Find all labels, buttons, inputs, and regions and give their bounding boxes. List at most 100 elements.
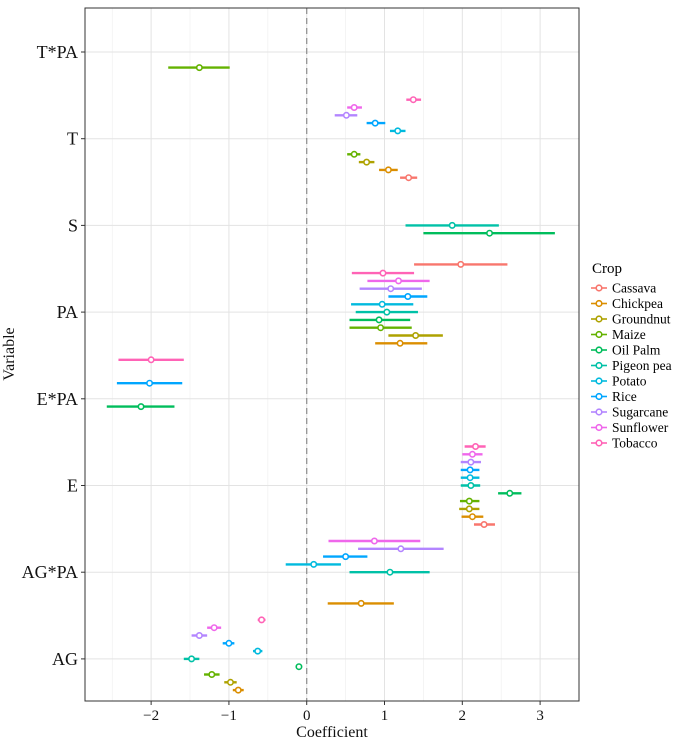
estimate-E-chickpea — [461, 513, 484, 521]
legend-label: Chickpea — [612, 296, 663, 311]
y-tick-label: E*PA — [37, 389, 78, 409]
point-estimate — [383, 308, 391, 316]
point-estimate — [370, 537, 378, 545]
estimate-AG*PA-sugarcane — [358, 545, 444, 553]
point-estimate — [394, 127, 402, 135]
point-estimate — [375, 316, 383, 324]
estimate-PA-oil-palm — [349, 316, 411, 324]
estimate-AG*PA-chickpea — [327, 599, 394, 607]
estimate-E-sunflower — [462, 450, 483, 458]
point-estimate — [147, 356, 155, 364]
point-estimate — [350, 104, 358, 112]
point-estimate — [506, 489, 514, 497]
y-tick-label: E — [67, 476, 78, 496]
point-estimate — [409, 96, 417, 104]
estimate-AG-rice — [222, 639, 235, 647]
legend-item: Oil Palm — [591, 343, 661, 358]
point-estimate — [468, 513, 476, 521]
point-estimate — [467, 458, 475, 466]
estimate-T-chickpea — [379, 166, 398, 174]
point-estimate — [225, 639, 233, 647]
legend-key-point — [595, 439, 603, 447]
legend-item: Rice — [591, 389, 637, 404]
estimate-E-sugarcane — [460, 458, 481, 466]
estimate-PA-sunflower — [367, 277, 430, 285]
x-tick-label: −1 — [221, 708, 237, 724]
point-estimate — [254, 647, 262, 655]
point-estimate — [404, 292, 412, 300]
panel-border — [84, 7, 580, 702]
estimate-PA-sugarcane — [359, 285, 422, 293]
legend-key-point — [595, 408, 603, 416]
y-tick-label: S — [68, 215, 78, 235]
estimate-PA-groundnut — [388, 331, 443, 339]
legend-item: Maize — [591, 327, 646, 342]
panel-background — [85, 8, 579, 701]
point-estimate — [467, 481, 475, 489]
point-estimate — [466, 466, 474, 474]
y-tick-label: AG*PA — [22, 562, 78, 582]
estimate-AG-groundnut — [224, 678, 237, 686]
legend-label: Groundnut — [612, 312, 671, 327]
estimate-E-maize — [459, 497, 480, 505]
legend-item: Potato — [591, 374, 647, 389]
legend-key-point — [595, 284, 603, 292]
estimate-S-pigeon-pea — [405, 221, 499, 229]
legend-item: Sugarcane — [591, 405, 668, 420]
y-tick-label: AG — [52, 649, 78, 669]
estimate-AG*PA-rice — [323, 553, 368, 561]
point-estimate — [295, 663, 303, 671]
data-marks — [106, 64, 555, 694]
estimate-AG-sugarcane — [191, 631, 208, 639]
legend-item: Tobacco — [591, 436, 658, 451]
estimate-S-cassava — [414, 260, 508, 268]
point-estimate — [384, 166, 392, 174]
legend-key-point — [595, 361, 603, 370]
legend-key-point — [595, 330, 603, 339]
estimate-S-oil-palm — [423, 229, 555, 237]
estimate-E*PA-oil-palm — [106, 403, 175, 411]
estimate-E*PA-tobacco — [118, 356, 184, 364]
estimate-E*PA-rice — [116, 379, 183, 387]
x-tick-label: 0 — [303, 708, 311, 724]
estimate-E-cassava — [473, 520, 495, 528]
estimate-AG-chickpea — [232, 686, 244, 694]
point-estimate — [188, 655, 196, 663]
point-estimate — [363, 158, 371, 166]
legend-label: Pigeon pea — [612, 358, 672, 373]
legend-key-point — [595, 392, 603, 401]
estimate-E-oil-palm — [498, 489, 522, 497]
estimate-E-rice — [460, 466, 480, 474]
point-estimate — [210, 624, 218, 632]
y-tick-label: T*PA — [37, 42, 78, 62]
estimate-T-rice — [366, 119, 386, 127]
legend-item: Cassava — [591, 281, 656, 296]
point-estimate — [466, 474, 474, 482]
point-estimate — [465, 505, 473, 513]
estimate-PA-chickpea — [375, 339, 428, 347]
legend-item: Groundnut — [591, 312, 671, 327]
estimate-E-pigeon-pea — [460, 481, 481, 489]
estimate-PA-maize — [349, 324, 412, 332]
estimate-AG*PA-pigeon-pea — [349, 568, 430, 576]
point-estimate — [397, 545, 405, 553]
point-estimate — [468, 450, 476, 458]
x-axis-title: Coefficient — [296, 724, 368, 741]
point-estimate — [405, 174, 413, 182]
legend-item: Sunflower — [591, 420, 669, 435]
x-tick-label: 1 — [381, 708, 389, 724]
point-estimate — [195, 631, 203, 639]
x-tick-label: −2 — [143, 708, 159, 724]
estimate-AG-potato — [253, 647, 263, 655]
estimate-PA-potato — [351, 300, 414, 308]
point-estimate — [448, 221, 456, 229]
estimate-T-potato — [389, 127, 406, 135]
point-estimate — [387, 285, 395, 293]
point-estimate — [310, 560, 318, 568]
point-estimate — [480, 520, 488, 528]
point-estimate — [378, 300, 386, 308]
estimate-AG-maize — [204, 670, 220, 678]
point-estimate — [396, 339, 404, 347]
